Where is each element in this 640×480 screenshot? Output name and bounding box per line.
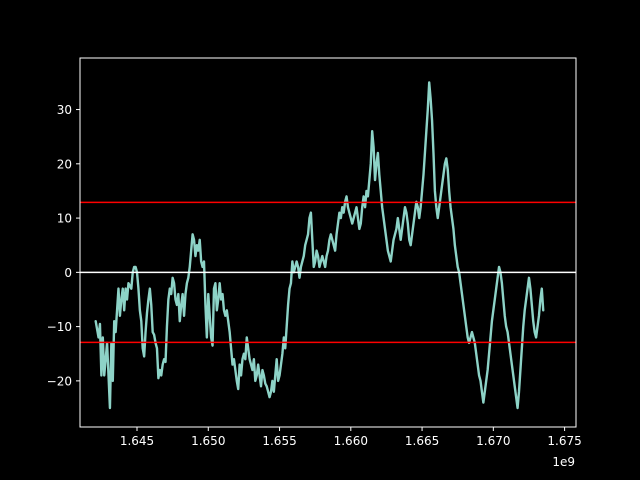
x-tick-label: 1.665 <box>405 434 439 448</box>
x-offset-label: 1e9 <box>552 455 575 469</box>
y-tick-label: −20 <box>47 374 72 388</box>
y-tick-label: −10 <box>47 320 72 334</box>
ticks: 1.645 1.650 1.655 1.660 1.665 1.670 1.675 −20 −1… <box>47 103 582 448</box>
x-tick-label: 1.655 <box>262 434 296 448</box>
plot-area <box>80 81 576 410</box>
y-tick-label: 20 <box>57 157 72 171</box>
y-tick-label: 10 <box>57 212 72 226</box>
x-tick-label: 1.645 <box>120 434 154 448</box>
y-tick-label: 0 <box>64 266 72 280</box>
y-tick-label: 30 <box>57 103 72 117</box>
x-tick-label: 1.660 <box>334 434 368 448</box>
axes-frame <box>79 57 577 428</box>
x-tick-label: 1.650 <box>191 434 225 448</box>
x-tick-label: 1.670 <box>476 434 510 448</box>
x-tick-label: 1.675 <box>547 434 581 448</box>
